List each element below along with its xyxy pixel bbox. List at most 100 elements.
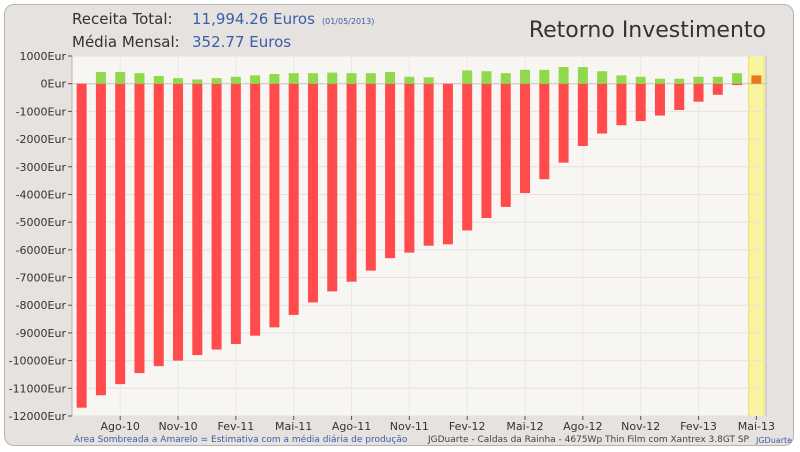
bar-positive [365, 73, 376, 84]
xtick-label: Nov-11 [390, 420, 429, 433]
bar-positive [288, 73, 299, 84]
receita-total-label: Receita Total: [72, 10, 173, 28]
ytick-label: 1000Eur [20, 50, 67, 63]
bar-negative [462, 83, 473, 231]
bar-positive [95, 72, 106, 84]
bar-positive [500, 73, 511, 84]
bar-positive [462, 70, 473, 84]
media-mensal-label: Média Mensal: [72, 33, 180, 51]
xtick-label: Ago-12 [563, 420, 602, 433]
chart-title: Retorno Investimento [528, 18, 766, 43]
bar-negative [307, 83, 318, 303]
bar-negative [288, 83, 299, 315]
bar-negative [712, 83, 723, 95]
bar-negative [577, 83, 588, 146]
bar-positive [346, 73, 357, 84]
bar-negative [654, 83, 665, 116]
bar-positive [732, 73, 743, 84]
xtick-label: Nov-10 [158, 420, 197, 433]
bar-negative [192, 83, 203, 356]
xtick-label: Mai-13 [738, 420, 775, 433]
ytick-label: -10000Eur [9, 355, 67, 368]
bar-negative [327, 83, 338, 292]
bar-negative [365, 83, 376, 271]
ytick-label: -7000Eur [16, 272, 67, 285]
bar-negative [173, 83, 184, 361]
bar-negative [404, 83, 415, 253]
xtick-label: Ago-10 [100, 420, 139, 433]
ytick-label: 0Eur [41, 78, 67, 91]
bar-positive [134, 73, 145, 84]
bar-positive [597, 71, 608, 84]
bar-positive [327, 72, 338, 84]
receita-date: (01/05/2013) [322, 17, 375, 26]
xtick-label: Mai-11 [275, 420, 312, 433]
bar-positive [539, 69, 550, 84]
bar-negative [115, 83, 126, 385]
bar-positive [173, 78, 184, 84]
bar-positive [230, 76, 241, 84]
ytick-label: -12000Eur [9, 410, 67, 423]
media-mensal-value: 352.77 Euros [192, 33, 292, 51]
xtick-label: Fev-12 [449, 420, 486, 433]
xtick-label: Ago-11 [332, 420, 371, 433]
ytick-label: -2000Eur [16, 133, 67, 146]
xtick-label: Mai-12 [506, 420, 543, 433]
bar-negative [481, 83, 492, 218]
bar-positive [481, 71, 492, 84]
bar-negative [539, 83, 550, 180]
bar-positive [520, 69, 531, 84]
ytick-label: -9000Eur [16, 327, 67, 340]
xtick-label: Fev-13 [680, 420, 717, 433]
bar-positive [307, 73, 318, 84]
bar-negative [250, 83, 261, 336]
bar-positive [423, 77, 434, 84]
ytick-label: -11000Eur [9, 382, 67, 395]
bar-negative [346, 83, 357, 282]
bar-negative [635, 83, 646, 122]
bar-positive [153, 75, 164, 84]
bar-positive [211, 78, 222, 84]
bar-positive [385, 72, 396, 84]
bar-positive [404, 76, 415, 84]
bar-negative [500, 83, 511, 207]
xtick-label: Fev-11 [218, 420, 255, 433]
bar-positive [115, 72, 126, 84]
bar-negative [597, 83, 608, 134]
bar-negative [520, 83, 531, 194]
bar-negative [616, 83, 627, 126]
bar-negative [558, 83, 569, 163]
bar-negative [385, 83, 396, 259]
xtick-label: Nov-12 [621, 420, 660, 433]
bar-estimate [751, 75, 762, 84]
ytick-label: -1000Eur [16, 105, 67, 118]
ytick-label: -6000Eur [16, 244, 67, 257]
ytick-label: -8000Eur [16, 299, 67, 312]
bar-positive [577, 67, 588, 84]
bar-positive [250, 75, 261, 84]
bar-negative [230, 83, 241, 344]
bar-positive [616, 75, 627, 84]
bar-negative [693, 83, 704, 102]
bar-positive [693, 76, 704, 84]
footer-credit: JGDuarte - Caldas da Rainha - 4675Wp Thi… [428, 435, 749, 445]
bar-negative [76, 83, 87, 408]
footer-brand: JGDuarte [756, 436, 793, 445]
bar-positive [654, 78, 665, 84]
bar-negative [153, 83, 164, 367]
plot-area [71, 55, 767, 417]
bar-positive [269, 74, 280, 84]
ytick-label: -5000Eur [16, 216, 67, 229]
bar-negative [134, 83, 145, 374]
ytick-label: -3000Eur [16, 161, 67, 174]
bar-negative [269, 83, 280, 328]
bar-negative [423, 83, 434, 246]
bar-positive [712, 76, 723, 84]
bar-positive [635, 76, 646, 84]
receita-total-value: 11,994.26 Euros [192, 10, 315, 28]
bar-positive [674, 78, 685, 84]
bar-negative [732, 83, 743, 86]
ytick-label: -4000Eur [16, 188, 67, 201]
footer-note: Área Sombreada a Amarelo = Estimativa co… [74, 435, 408, 445]
